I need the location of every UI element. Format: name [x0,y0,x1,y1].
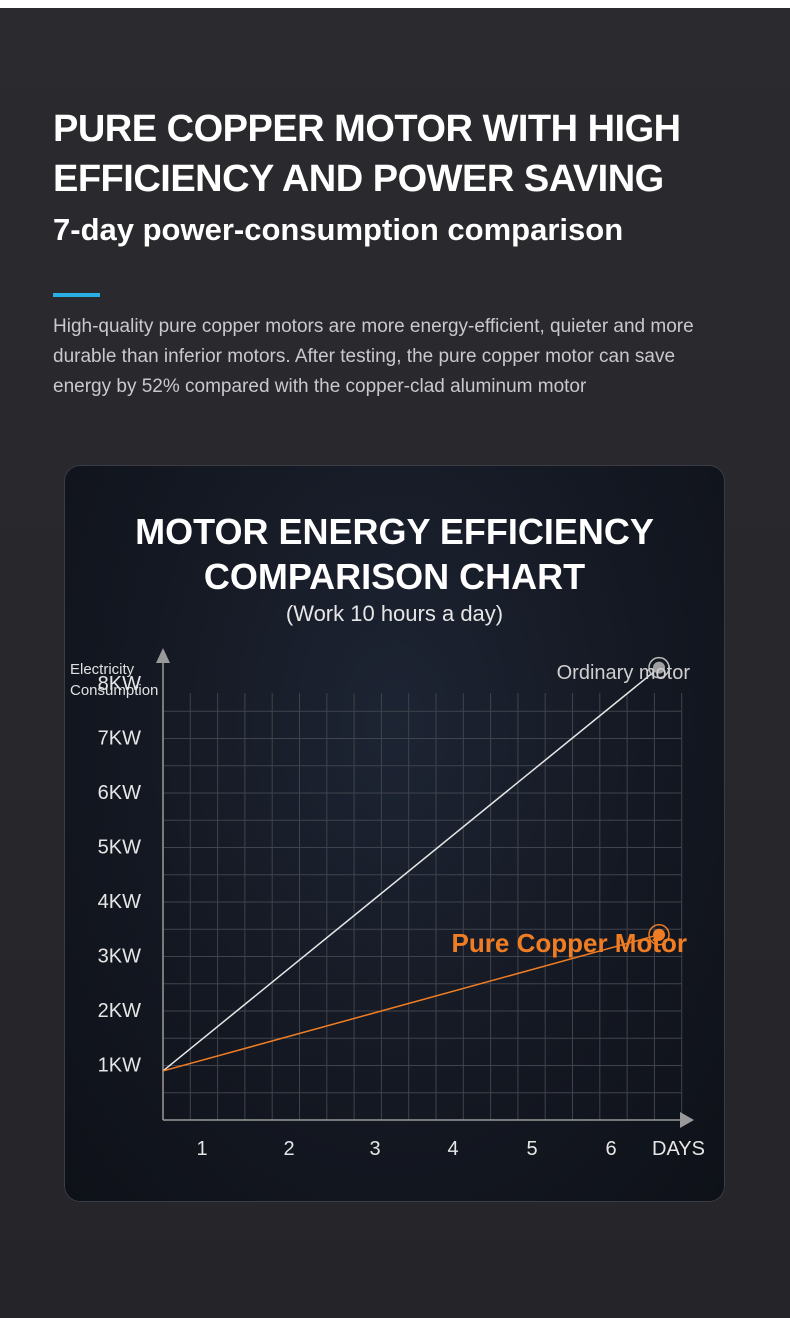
series-line-pure-copper-motor [162,933,660,1072]
y-axis-arrow [156,648,170,663]
line-chart: Electricity Consumption 1KW 2KW 3KW 4KW 5KW 6KW… [70,648,705,1160]
series-end-marker-ring [648,923,670,946]
x-axis-arrow [680,1112,694,1128]
chart-card: MOTOR ENERGY EFFICIENCY COMPARISON CHART… [64,465,725,1202]
chart-title: MOTOR ENERGY EFFICIENCY COMPARISON CHART [135,511,654,597]
product-detail-section: PURE COPPER MOTOR WITH HIGH EFFICIENCY A… [0,8,790,1318]
description-text: High-quality pure copper motors are more… [53,316,694,397]
y-tick-label: 7KW [98,728,141,750]
series-label: Ordinary motor [557,662,691,684]
y-axis-title-line2: Consumption [70,682,158,699]
series-line-ordinary-motor [162,667,660,1072]
series-end-marker-dot [653,928,665,941]
series-end-marker-ring [648,656,670,679]
x-tick-label: 6 [605,1138,616,1160]
y-tick-label: 1KW [98,1055,141,1077]
x-tick-label: 4 [447,1138,458,1160]
x-axis-title: DAYS [652,1138,705,1160]
x-tick-label: 1 [196,1138,207,1160]
x-tick-label: 2 [283,1138,294,1160]
y-tick-label: 5KW [98,837,141,859]
y-tick-label: 3KW [98,946,141,968]
y-tick-label: 8KW [98,673,141,695]
series-label: Pure Copper Motor [452,928,687,958]
y-axis-title-line1: Electricity [70,661,135,678]
headline: PURE COPPER MOTOR WITH HIGH EFFICIENCY A… [53,108,681,200]
series-end-marker-dot [653,661,665,674]
x-tick-label: 3 [369,1138,380,1160]
subheadline: 7-day power-consumption comparison [53,212,624,247]
y-tick-label: 2KW [98,1000,141,1022]
accent-bar [53,293,100,297]
y-tick-label: 6KW [98,782,141,804]
chart-subtitle: (Work 10 hours a day) [285,601,504,626]
x-tick-label: 5 [526,1138,537,1160]
y-tick-label: 4KW [98,891,141,913]
